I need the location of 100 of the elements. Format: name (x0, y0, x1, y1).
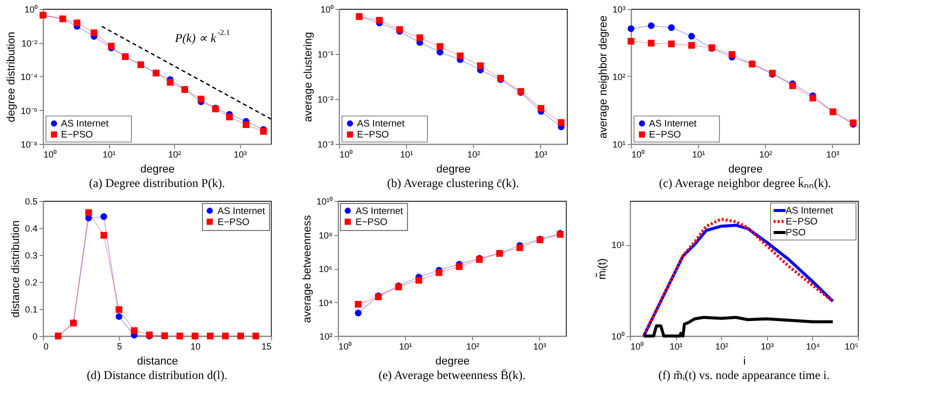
x-tick-label: 10¹ (692, 150, 706, 160)
x-axis-title: degree (728, 164, 763, 176)
point (416, 34, 424, 42)
y-tick-label: 10² (319, 332, 332, 342)
point (809, 94, 816, 102)
y-tick-label: 10⁴ (318, 298, 333, 308)
point (648, 40, 655, 46)
y-tick-label: 0.3 (24, 250, 38, 260)
x-axis-title: i (743, 356, 746, 368)
y-tick-label: 10⁸ (318, 230, 333, 240)
point (90, 29, 98, 36)
x-tick-label: 10¹ (670, 342, 683, 352)
x-axis-title: degree (436, 164, 471, 176)
point (237, 332, 244, 340)
point (376, 16, 383, 24)
legend-label: E−PSO (357, 130, 389, 140)
point (436, 43, 444, 50)
legend-label: E−PSO (649, 130, 681, 140)
y-tick-label: 10⁻¹ (317, 50, 334, 60)
x-tick-label: 10² (467, 150, 480, 160)
text: (b) Average clustering c̄(k). (387, 176, 519, 190)
y-axis-title: average neighbor degree (597, 16, 610, 138)
y-axis-title: distance distribution (10, 220, 22, 318)
y-tick-label: 0 (32, 332, 38, 342)
x-tick-label: 0 (44, 342, 49, 352)
point (516, 244, 524, 252)
x-tick-label: 10⁰ (632, 150, 645, 160)
legend-label: E−PSO (61, 130, 93, 140)
point (688, 32, 695, 40)
point (688, 42, 695, 49)
point (100, 213, 108, 220)
point (192, 332, 198, 340)
point (456, 263, 463, 270)
legend-label: AS Internet (649, 118, 697, 130)
y-tick-label: 10² (612, 72, 626, 82)
point (198, 96, 204, 102)
x-tick-label: 10² (466, 342, 480, 352)
text: (f) m̃ᵢ(t) vs. node appearance time i. (658, 368, 830, 382)
x-tick-label: 10² (168, 150, 182, 160)
point (728, 51, 736, 58)
point (628, 25, 634, 32)
y-tick-label: 10⁰ (320, 4, 334, 14)
y-tick-label: 10⁻² (317, 94, 334, 104)
x-tick-label: 10³ (533, 342, 546, 352)
legend-label: AS Internet (356, 206, 404, 217)
y-tick-label: 10⁻² (21, 38, 38, 48)
point (222, 332, 229, 340)
x-tick-label: 10³ (760, 342, 774, 352)
x-tick-label: 5 (116, 342, 122, 352)
x-axis-title: distance (137, 356, 178, 368)
x-tick-label: 10¹ (400, 150, 414, 160)
point (100, 232, 108, 239)
legend-label: E−PSO (786, 216, 818, 228)
y-tick-label: 10¹ (611, 240, 624, 250)
x-tick-label: 15 (261, 342, 272, 352)
point (252, 332, 260, 340)
x-tick-label: 10³ (234, 150, 247, 160)
y-tick-label: 10⁻³ (317, 140, 334, 150)
point (354, 310, 362, 316)
x-tick-label: 10² (759, 150, 772, 160)
text: (c) Average neighbor degree k̄ₙₙ(k). (658, 176, 832, 190)
y-tick-label: 10⁻⁸ (20, 140, 38, 150)
x-tick-label: 10² (715, 342, 728, 352)
x-tick-label: 10¹ (102, 150, 116, 160)
point (166, 79, 174, 86)
x-axis-title: degree (435, 356, 470, 368)
x-tick-label: 10⁵ (844, 342, 859, 352)
point (176, 332, 184, 340)
point (130, 327, 138, 334)
y-axis-title: average clustering (302, 32, 314, 122)
y-tick-label: 10⁶ (318, 264, 333, 274)
y-tick-label: 0.5 (24, 196, 38, 206)
x-tick-label: 10⁰ (44, 150, 57, 160)
legend-label: AS Internet (218, 206, 266, 217)
point (116, 313, 122, 320)
y-tick-label: 0.1 (24, 304, 38, 314)
point (116, 306, 122, 313)
x-tick-label: 10¹ (399, 342, 412, 352)
text: (e) Average betweenness B̄(k). (378, 368, 526, 382)
y-tick-label: 10¹ (612, 140, 626, 150)
x-tick-label: 10⁰ (338, 342, 352, 352)
point (558, 119, 565, 126)
point (242, 121, 250, 128)
x-tick-label: 10⁰ (630, 342, 644, 352)
y-tick-label: 10⁻⁶ (20, 106, 38, 116)
legend-label: AS Internet (357, 118, 405, 130)
y-axis-title: average betweenness (301, 214, 314, 323)
y-tick-label: 10⁻⁴ (20, 72, 38, 82)
x-tick-label: 10³ (534, 150, 548, 160)
x-tick-label: 10⁴ (806, 342, 820, 352)
point (628, 38, 634, 45)
y-tick-label: 0.4 (24, 224, 38, 234)
y-tick-label: 10³ (612, 4, 626, 14)
x-axis-title: degree (140, 164, 175, 176)
text: (a) Degree distribution P(k). (89, 176, 225, 190)
point (415, 276, 422, 284)
point (85, 209, 92, 216)
legend-label: AS Internet (786, 206, 834, 216)
point (538, 104, 544, 112)
point (668, 24, 675, 31)
